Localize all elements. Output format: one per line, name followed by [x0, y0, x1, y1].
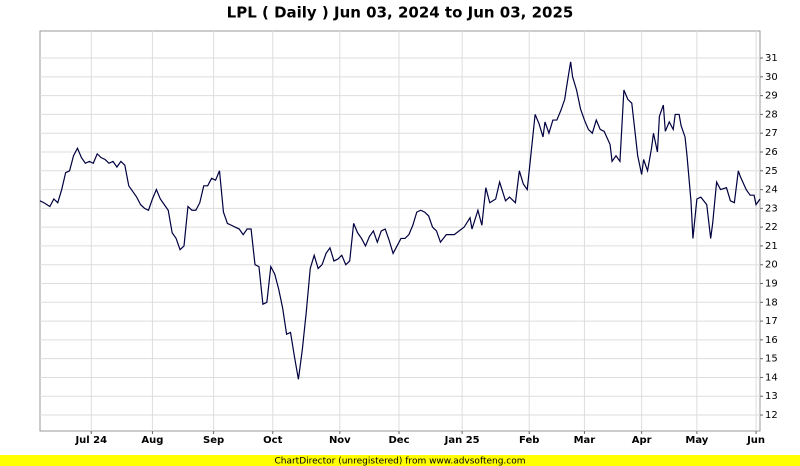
y-tick-label: 15 — [765, 354, 778, 365]
x-tick-label: Jun — [746, 435, 765, 446]
chart-title: LPL ( Daily ) Jun 03, 2024 to Jun 03, 20… — [227, 4, 574, 22]
x-tick-label: Oct — [263, 435, 282, 446]
y-tick-label: 28 — [765, 109, 778, 120]
y-tick-label: 19 — [765, 279, 778, 290]
x-tick-label: Apr — [632, 435, 652, 446]
x-tick-label: Mar — [574, 435, 596, 446]
footer: ChartDirector (unregistered) from www.ad… — [274, 457, 525, 466]
plot-area — [39, 30, 761, 432]
x-tick-label: Feb — [519, 435, 539, 446]
x-tick-label: Aug — [141, 435, 163, 446]
y-tick-label: 27 — [765, 128, 778, 139]
x-tick-label: Sep — [203, 435, 224, 446]
y-tick-label: 13 — [765, 391, 778, 402]
x-tick-label: Nov — [329, 435, 351, 446]
y-tick-label: 24 — [765, 185, 778, 196]
y-tick-label: 20 — [765, 260, 778, 271]
y-tick-label: 21 — [765, 241, 778, 252]
y-tick-label: 16 — [765, 335, 778, 346]
footer-bar — [0, 455, 800, 466]
y-tick-label: 22 — [765, 222, 778, 233]
y-tick-label: 17 — [765, 316, 778, 327]
y-tick-label: 14 — [765, 372, 778, 383]
y-tick-label: 30 — [765, 72, 778, 83]
y-tick-label: 25 — [765, 166, 778, 177]
x-tick-label: May — [685, 435, 708, 446]
y-tick-label: 18 — [765, 297, 778, 308]
x-tick-label: Dec — [389, 435, 410, 446]
y-tick-label: 23 — [765, 203, 778, 214]
x-tick-label: Jan 25 — [444, 435, 480, 446]
x-tick-label: Jul 24 — [74, 435, 107, 446]
y-tick-label: 12 — [765, 410, 778, 421]
y-tick-label: 29 — [765, 91, 778, 102]
y-tick-label: 26 — [765, 147, 778, 158]
y-tick-label: 31 — [765, 53, 778, 64]
price-line — [39, 61, 761, 380]
